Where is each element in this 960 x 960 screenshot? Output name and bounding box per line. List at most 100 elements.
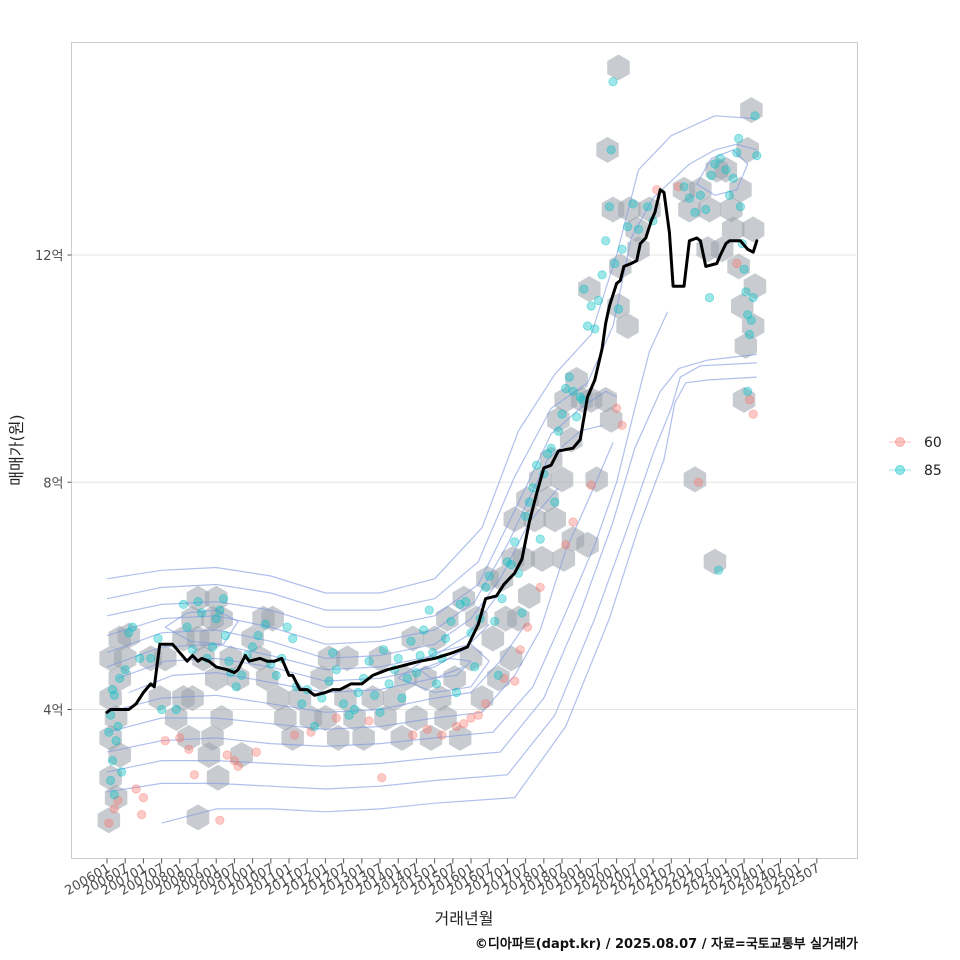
data-point-85 [446,616,456,627]
density-contours [106,115,757,824]
data-point-85 [517,608,527,618]
data-point-85 [741,287,751,297]
data-point-85 [571,412,582,422]
data-point-85 [248,642,258,652]
data-point-85 [120,665,130,675]
data-point-85 [440,633,451,644]
data-point-85 [744,329,755,340]
data-point-85 [739,264,749,274]
density-contour-line [106,623,527,713]
data-point-85 [424,605,434,615]
data-point-85 [628,199,638,209]
data-point-85 [535,534,545,544]
data-point-60 [510,676,520,686]
hexbin-cell [518,582,541,609]
data-point-85 [215,605,225,615]
data-point-60 [473,710,483,720]
data-point-85 [542,449,553,459]
data-point-85 [721,165,731,175]
data-point-85 [451,687,462,698]
data-point-85 [324,676,334,686]
data-point-85 [732,148,742,158]
density-contour-line [106,390,617,628]
data-point-60 [459,719,469,729]
data-point-85 [568,386,578,396]
data-point-60 [408,730,418,740]
hexbin-cell [336,645,359,672]
hexbin-cell [727,253,750,280]
data-point-85 [506,559,516,570]
data-point-85 [127,622,138,632]
hexbin-cell [499,645,523,672]
y-tick-label: 12억 [35,249,64,264]
data-point-85 [597,270,607,280]
hexbin-cell [186,585,210,612]
density-contour-line [117,623,490,682]
hexbin-cell [576,531,599,558]
data-point-85 [146,653,156,664]
source-caption: ©디아파트(dapt.kr) / 2025.08.07 / 자료=국토교통부 실… [475,936,858,952]
data-point-85 [604,202,615,212]
data-point-60 [480,699,491,709]
data-point-85 [379,645,389,655]
data-point-60 [222,750,232,760]
data-point-85 [369,690,380,700]
data-point-85 [208,642,218,652]
hexbin-cell [481,625,505,652]
data-point-85 [679,182,689,192]
y-axis-ticks: 4억 8억 12억 [35,249,72,719]
data-point-85 [550,497,560,507]
data-point-60 [138,792,148,803]
data-point-85 [502,557,512,567]
hexbin-cell [326,724,350,751]
data-point-85 [695,190,706,200]
data-point-85 [182,622,192,632]
hexbin-cell [414,665,437,692]
hexbin-cell [743,273,767,300]
data-point-85 [690,207,700,217]
density-contour-line [696,149,749,196]
data-point-60 [611,403,622,413]
data-point-85 [748,292,758,303]
density-contour-line [419,657,472,679]
data-point-60 [693,477,704,487]
hexbin-cell [683,466,707,493]
data-point-85 [107,755,118,766]
data-point-85 [282,622,292,632]
y-axis-title: 매매가(원) [7,414,26,485]
data-point-85 [593,295,604,306]
hexbin-cell [405,705,428,731]
data-point-85 [224,656,234,666]
data-point-85 [470,662,480,672]
data-point-85 [406,636,416,646]
data-point-85 [135,653,145,664]
density-contour-line [164,609,239,645]
data-point-85 [582,321,593,331]
data-point-60 [131,784,141,794]
data-point-85 [713,565,724,575]
data-point-60 [437,730,447,740]
data-point-85 [353,687,363,698]
data-point-60 [175,733,185,743]
data-point-85 [613,304,624,314]
data-point-60 [364,716,374,726]
data-point-60 [113,795,123,806]
data-point-85 [497,594,507,604]
hexbin-cell [470,685,494,712]
density-contour-line [397,643,490,694]
data-point-85 [484,571,494,581]
data-point-85 [211,613,221,624]
hexbin-cell [703,548,727,575]
data-point-85 [743,310,753,320]
hexbin-cell [503,506,526,533]
x-axis-ticks: 2006012006072007012007072008012008072009… [63,858,823,899]
data-point-60 [104,818,114,828]
hexbin-cell [113,645,137,672]
hexbin-cell [383,685,406,712]
data-point-85 [124,628,134,638]
data-point-60 [109,804,119,814]
data-point-85 [344,710,354,720]
hexbin-cell [288,685,312,712]
data-point-85 [178,599,188,610]
data-point-60 [306,727,316,737]
